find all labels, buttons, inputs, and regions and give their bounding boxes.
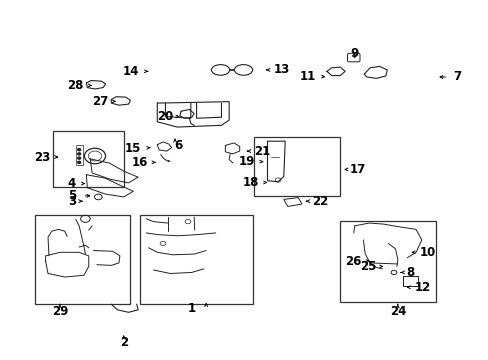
Bar	[340, 221, 435, 302]
Text: 3: 3	[67, 195, 76, 208]
Text: 4: 4	[67, 177, 76, 190]
Bar	[35, 215, 130, 304]
Text: 28: 28	[67, 79, 84, 92]
Text: 1: 1	[187, 302, 196, 315]
Circle shape	[78, 157, 81, 159]
Text: 23: 23	[34, 150, 50, 163]
Text: 24: 24	[389, 305, 405, 318]
Text: 26: 26	[345, 255, 361, 267]
Text: 8: 8	[406, 266, 414, 279]
Text: 13: 13	[273, 63, 289, 76]
Text: 20: 20	[157, 110, 173, 123]
Text: 6: 6	[174, 139, 182, 152]
Bar	[76, 145, 83, 165]
Text: 5: 5	[67, 189, 76, 202]
Text: 9: 9	[350, 47, 358, 60]
Text: 29: 29	[52, 305, 68, 318]
Bar	[140, 215, 253, 304]
Text: 2: 2	[120, 337, 127, 350]
Circle shape	[78, 153, 81, 155]
Text: 22: 22	[312, 195, 328, 208]
Text: 15: 15	[125, 142, 141, 155]
Text: 27: 27	[91, 95, 108, 108]
Text: 14: 14	[122, 65, 139, 78]
Text: 19: 19	[238, 155, 255, 168]
Text: 10: 10	[419, 246, 435, 259]
Text: 12: 12	[414, 281, 430, 294]
Text: 16: 16	[131, 156, 147, 169]
Text: 11: 11	[300, 70, 316, 83]
Text: 21: 21	[254, 145, 270, 158]
Circle shape	[78, 149, 81, 151]
Text: 7: 7	[452, 71, 460, 84]
Bar	[53, 131, 123, 187]
Bar	[254, 137, 340, 196]
FancyArrow shape	[167, 160, 170, 162]
Text: 18: 18	[242, 176, 258, 189]
Text: 17: 17	[349, 163, 366, 176]
Text: 25: 25	[360, 260, 376, 273]
Circle shape	[78, 161, 81, 163]
